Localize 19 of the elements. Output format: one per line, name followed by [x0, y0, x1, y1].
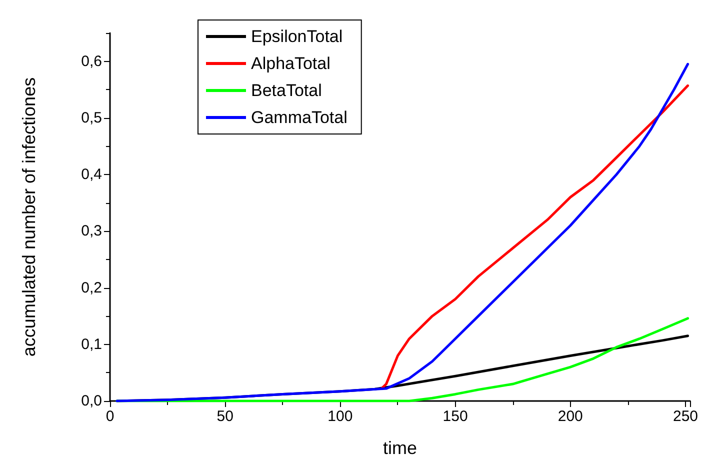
legend-label: BetaTotal	[251, 81, 322, 100]
y-tick-label: 0,6	[81, 52, 102, 70]
x-tick-label: 0	[106, 408, 114, 425]
x-tick-label: 200	[558, 408, 583, 425]
y-tick-label: 0,5	[81, 109, 102, 126]
x-tick-label: 50	[216, 408, 234, 425]
y-tick-label: 0,2	[81, 279, 102, 296]
legend-label: AlphaTotal	[251, 54, 330, 73]
x-tick-label: 250	[672, 408, 698, 425]
y-tick-label: 0,3	[81, 222, 102, 240]
x-tick-label: 150	[442, 408, 468, 425]
y-tick-label: 0,4	[81, 166, 102, 184]
legend-label: GammaTotal	[251, 108, 348, 127]
legend-label: EpsilonTotal	[251, 27, 343, 46]
y-tick-label: 0,0	[81, 392, 102, 410]
x-axis-title: time	[383, 438, 418, 458]
y-tick-label: 0,1	[81, 336, 102, 353]
x-tick-label: 100	[328, 408, 353, 425]
y-axis-title: accumulated number of infectiones	[19, 77, 39, 357]
